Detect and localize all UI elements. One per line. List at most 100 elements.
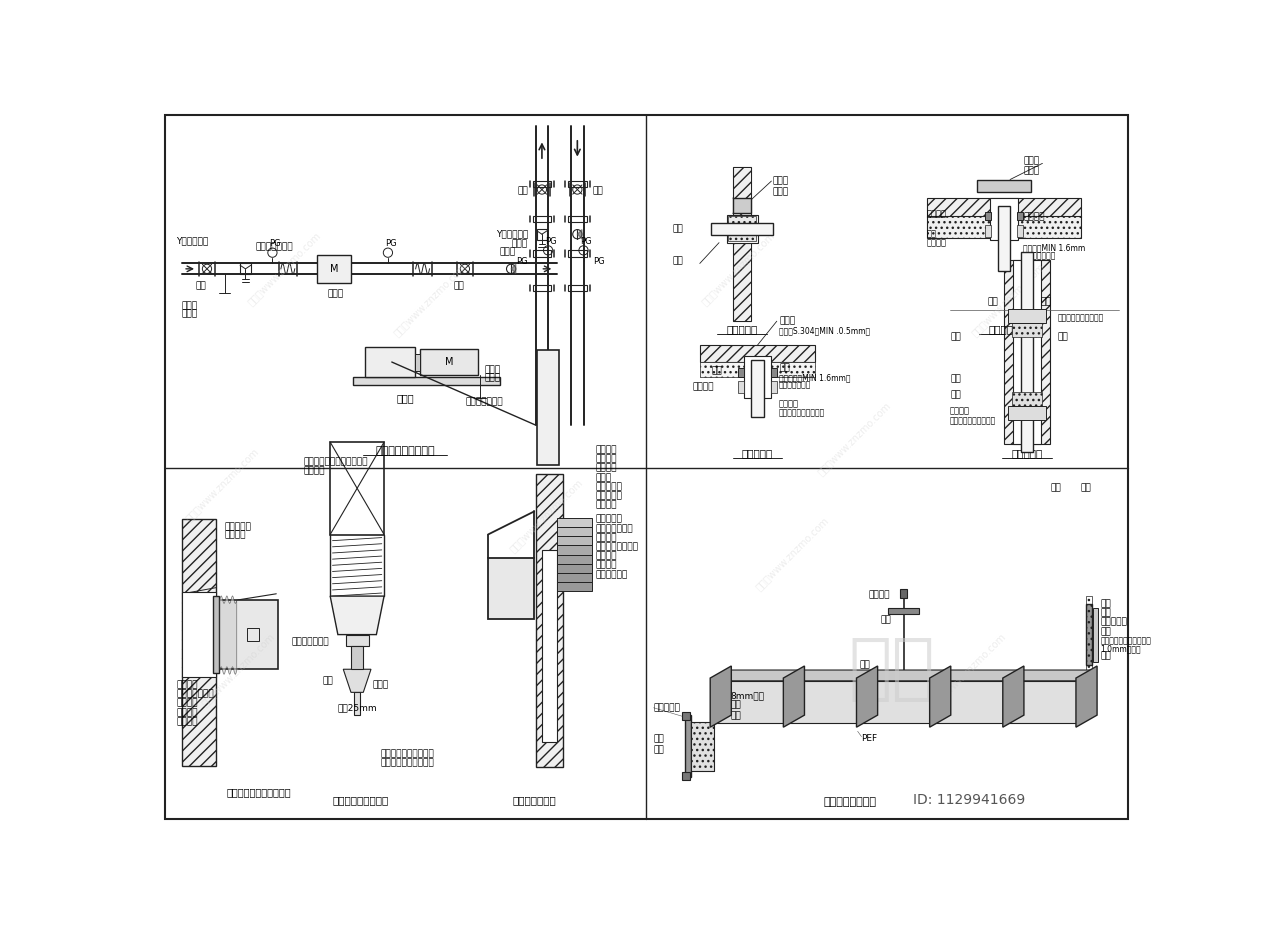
Text: 缓冲软接: 缓冲软接	[596, 454, 618, 463]
Bar	[536, 475, 564, 767]
Text: 接缝: 接缝	[653, 734, 665, 743]
Polygon shape	[1004, 670, 1023, 723]
Text: PG: PG	[593, 256, 604, 265]
Bar	[691, 722, 715, 771]
Bar	[1004, 260, 1050, 444]
Bar	[997, 205, 1010, 271]
Bar	[738, 368, 744, 377]
Text: 套管（外刷环氧涂料）: 套管（外刷环氧涂料）	[1058, 313, 1105, 322]
Text: 垫片: 垫片	[1081, 484, 1092, 493]
Bar	[744, 356, 772, 398]
Bar	[1086, 596, 1092, 673]
Bar	[770, 381, 777, 393]
Text: 水泵配管及安装详图: 水泵配管及安装详图	[375, 446, 435, 456]
Text: 蝶阀: 蝶阀	[593, 187, 604, 195]
Text: 墙外: 墙外	[1040, 298, 1052, 306]
Text: 知末网www.znzmo.com: 知末网www.znzmo.com	[507, 476, 584, 554]
Polygon shape	[711, 670, 803, 681]
Text: 镀锌角钢: 镀锌角钢	[1023, 212, 1044, 221]
Bar	[351, 647, 363, 670]
Bar	[364, 347, 415, 377]
Text: 知末网www.znzmo.com: 知末网www.znzmo.com	[700, 230, 777, 307]
Bar	[488, 558, 535, 619]
Bar	[888, 609, 919, 614]
Bar	[682, 712, 690, 720]
Text: 法兰: 法兰	[1100, 609, 1111, 618]
Text: 铝合金法兰: 铝合金法兰	[224, 523, 251, 531]
Text: Y型水过滤器: Y型水过滤器	[496, 229, 528, 239]
Bar	[1093, 608, 1098, 661]
Text: 硅胶密封: 硅胶密封	[692, 382, 714, 391]
Text: 1.0mm厚以上: 1.0mm厚以上	[1100, 644, 1141, 653]
Text: 特殊钢S.304（MIN .0.5mm）: 特殊钢S.304（MIN .0.5mm）	[779, 327, 870, 336]
Bar	[569, 216, 586, 222]
Text: 垫片: 垫片	[1100, 599, 1111, 609]
Text: 风管: 风管	[950, 375, 961, 384]
Bar	[415, 354, 420, 371]
Polygon shape	[1077, 670, 1096, 723]
Bar	[685, 715, 691, 777]
Bar	[330, 442, 385, 535]
Bar	[240, 264, 251, 274]
Polygon shape	[1002, 666, 1024, 727]
Text: 镀锌角钢（MIN 1.6mm）: 镀锌角钢（MIN 1.6mm）	[779, 373, 851, 382]
Bar	[532, 251, 551, 256]
Bar	[557, 554, 591, 563]
Text: 软管与硬管连接详图: 软管与硬管连接详图	[333, 796, 390, 805]
Polygon shape	[931, 681, 1004, 723]
Bar	[900, 589, 908, 598]
Text: 新风管道: 新风管道	[303, 466, 325, 475]
Bar	[569, 181, 586, 187]
Text: 硅胶密封: 硅胶密封	[927, 238, 947, 247]
Circle shape	[439, 352, 460, 373]
Bar	[1021, 252, 1033, 452]
Text: 止回阀: 止回阀	[499, 247, 516, 256]
Text: 蝶阀: 蝶阀	[454, 281, 464, 290]
Text: 软管尺寸与转接管相同: 软管尺寸与转接管相同	[381, 749, 434, 758]
Text: 知末网www.znzmo.com: 知末网www.znzmo.com	[931, 631, 1008, 708]
Text: 排水管: 排水管	[484, 365, 501, 375]
Text: 回风管连接方式: 回风管连接方式	[512, 796, 556, 805]
Text: 石棉: 石棉	[673, 224, 683, 233]
Polygon shape	[857, 681, 931, 723]
Bar	[557, 518, 591, 527]
Bar	[537, 350, 559, 465]
Bar	[317, 255, 351, 283]
Text: 铆接或螺栓连接: 铆接或螺栓连接	[779, 380, 812, 389]
Bar	[346, 635, 368, 647]
Text: 回风管道: 回风管道	[596, 500, 618, 510]
Bar	[734, 168, 750, 320]
Bar	[729, 216, 757, 241]
Polygon shape	[784, 670, 876, 681]
Bar	[927, 216, 1081, 238]
Text: 风管穿内墙: 风管穿内墙	[726, 324, 758, 334]
Polygon shape	[931, 670, 950, 723]
Text: 风管穿外墙: 风管穿外墙	[1011, 449, 1043, 459]
Text: 保护管: 保护管	[773, 177, 789, 186]
Text: 石棉: 石棉	[950, 389, 961, 399]
Bar	[700, 362, 816, 377]
Text: 吊杆: 吊杆	[880, 615, 892, 624]
Text: 橡胶垫片: 橡胶垫片	[596, 551, 618, 561]
Text: 风向导流板: 风向导流板	[596, 514, 623, 524]
Text: 镀锌角钢MIN 1.6mm: 镀锌角钢MIN 1.6mm	[1023, 243, 1086, 253]
Text: 卧式泵: 卧式泵	[396, 393, 414, 403]
Bar	[536, 228, 547, 240]
Text: 知末网www.znzmo.com: 知末网www.znzmo.com	[199, 631, 276, 708]
Polygon shape	[710, 666, 731, 727]
Polygon shape	[511, 265, 516, 274]
Text: 8mm螺钉: 8mm螺钉	[730, 691, 764, 700]
Polygon shape	[578, 229, 583, 239]
Text: 法兰风管施工详图: 法兰风管施工详图	[823, 797, 876, 808]
Polygon shape	[929, 666, 951, 727]
Text: 止回阀: 止回阀	[512, 239, 528, 248]
Bar	[247, 628, 260, 641]
Text: 自攻螺丝: 自攻螺丝	[596, 463, 618, 473]
Text: 硅胶密封: 硅胶密封	[779, 399, 799, 408]
Bar	[1086, 604, 1092, 665]
Text: 屋顶: 屋顶	[779, 364, 789, 373]
Text: 法兰固定片: 法兰固定片	[1100, 618, 1127, 627]
Text: 尼龙拉链式系件: 尼龙拉链式系件	[291, 638, 329, 647]
Bar	[569, 285, 586, 291]
Text: 新风管与土建墙连接方法: 新风管与土建墙连接方法	[226, 787, 291, 797]
